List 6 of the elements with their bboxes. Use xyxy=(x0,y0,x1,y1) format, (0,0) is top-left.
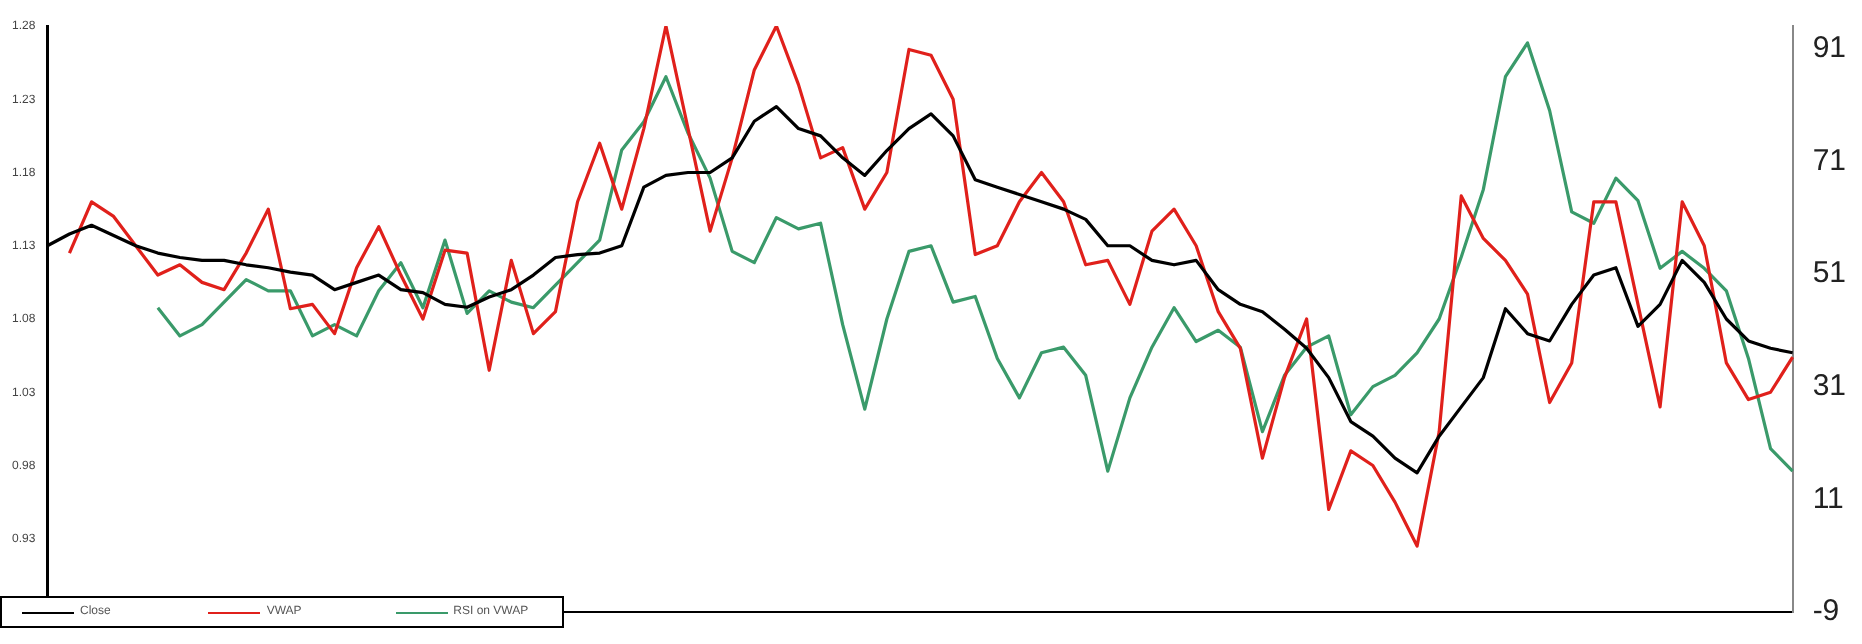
y2-tick-label: 71 xyxy=(1812,143,1847,178)
y2-tick-label: 11 xyxy=(1812,481,1844,516)
y2-tick-label: -9 xyxy=(1812,594,1840,629)
y2-tick-label: 31 xyxy=(1812,368,1847,403)
y2-tick-label: 51 xyxy=(1812,256,1847,291)
y2-tick-label: 91 xyxy=(1812,30,1847,65)
